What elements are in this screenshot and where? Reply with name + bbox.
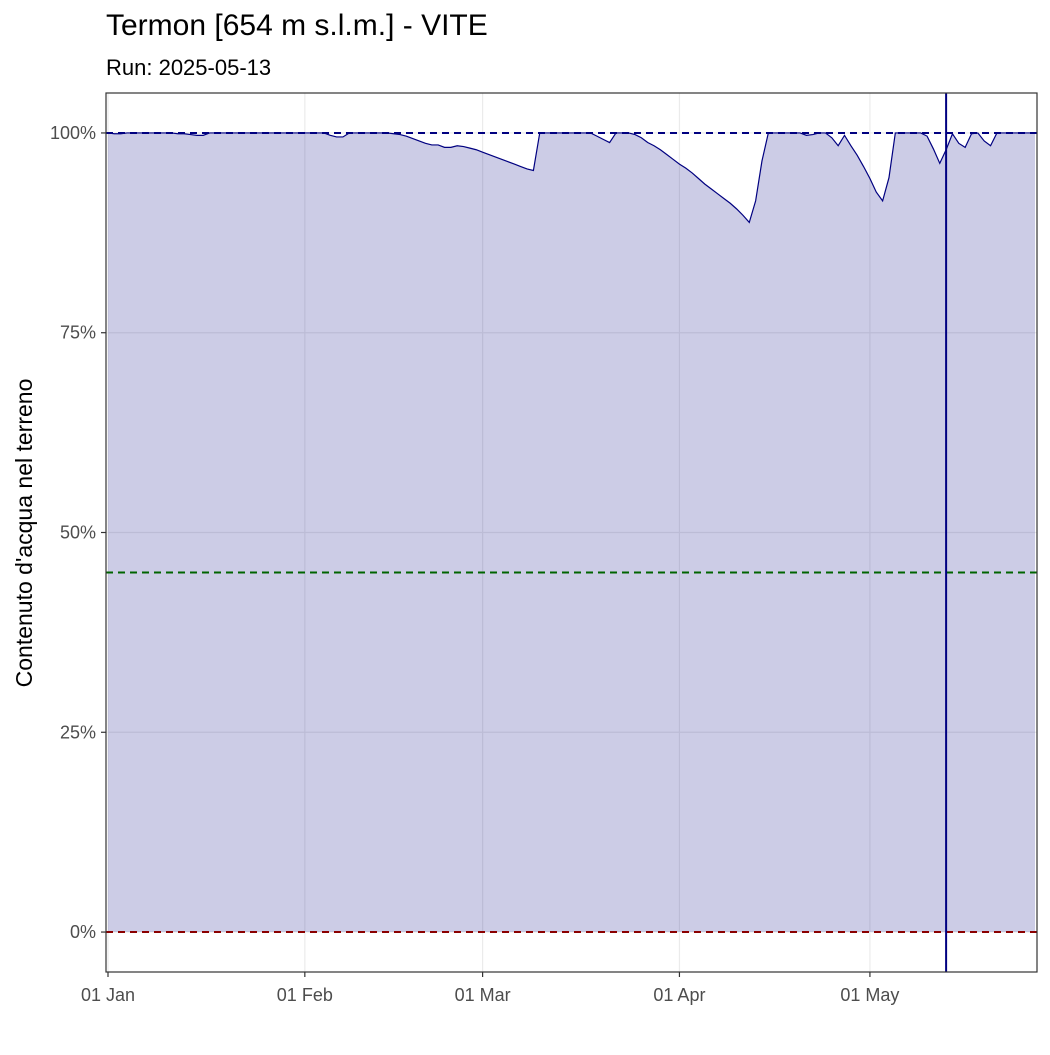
y-tick-label: 100% [50,123,96,143]
area [108,132,1035,933]
chart-title: Termon [654 m s.l.m.] - VITE [106,9,488,42]
x-tick-label: 01 Feb [277,985,333,1005]
y-tick-label: 50% [60,523,96,543]
y-tick-label: 0% [70,922,96,942]
x-tick-label: 01 May [840,985,899,1005]
chart-subtitle: Run: 2025-05-13 [106,55,271,80]
y-tick-label: 75% [60,323,96,343]
x-tick-label: 01 Mar [455,985,511,1005]
x-tick-label: 01 Jan [81,985,135,1005]
y-tick-label: 25% [60,722,96,742]
x-tick-label: 01 Apr [653,985,705,1005]
y-axis-label: Contenuto d'acqua nel terreno [11,379,37,688]
